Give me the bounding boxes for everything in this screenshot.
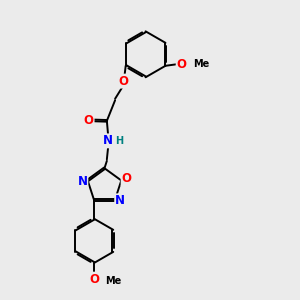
Text: O: O <box>84 114 94 127</box>
Text: N: N <box>103 134 113 147</box>
Text: O: O <box>118 75 128 88</box>
Text: O: O <box>89 273 99 286</box>
Text: Me: Me <box>193 59 209 69</box>
Text: O: O <box>122 172 132 185</box>
Text: O: O <box>177 58 187 71</box>
Text: N: N <box>77 175 87 188</box>
Text: N: N <box>115 194 125 207</box>
Text: Me: Me <box>105 276 122 286</box>
Text: H: H <box>116 136 124 146</box>
